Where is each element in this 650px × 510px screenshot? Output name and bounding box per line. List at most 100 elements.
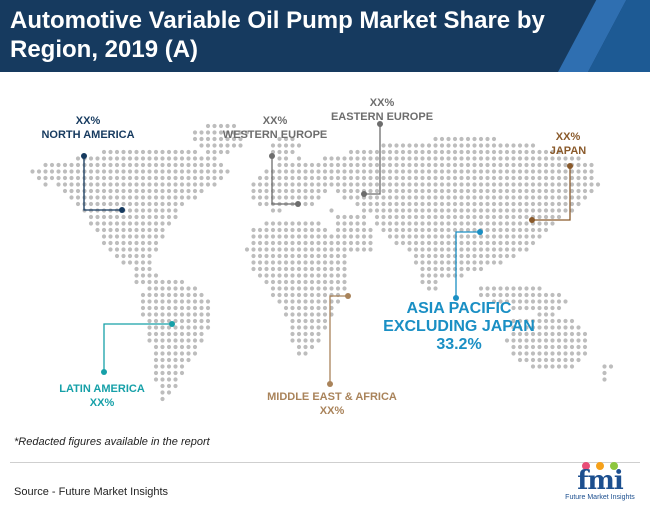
map-dot	[335, 234, 341, 239]
map-dot	[504, 227, 510, 233]
map-dot	[504, 299, 510, 304]
map-dot	[342, 156, 347, 161]
map-dot	[75, 169, 81, 174]
map-dot	[491, 240, 497, 246]
map-dot	[498, 162, 503, 168]
map-dot	[413, 195, 419, 200]
map-dot	[257, 266, 263, 272]
map-dot	[407, 188, 412, 194]
map-dot	[127, 234, 133, 239]
map-dot	[530, 234, 536, 239]
apac-value: 33.2%	[436, 336, 482, 353]
map-dot	[160, 351, 165, 356]
map-dot	[283, 136, 289, 142]
map-dot	[342, 279, 347, 285]
map-dot	[556, 325, 562, 330]
map-dot	[381, 169, 386, 174]
map-dot	[140, 162, 146, 168]
map-dot	[394, 240, 399, 246]
map-dot	[88, 221, 94, 226]
japan-leader-line	[532, 166, 571, 221]
map-dot	[524, 156, 529, 161]
map-dot	[465, 149, 471, 155]
map-dot	[485, 188, 490, 194]
map-dot	[556, 305, 562, 311]
map-dot	[342, 286, 347, 291]
map-dot	[550, 195, 555, 200]
map-dot	[348, 156, 354, 161]
map-dot	[75, 201, 81, 207]
map-dot	[43, 182, 48, 187]
map-dot	[303, 351, 308, 356]
map-dot	[465, 156, 471, 161]
map-dot	[342, 266, 347, 272]
map-dot	[309, 240, 315, 246]
map-dot	[160, 162, 165, 168]
map-dot	[459, 253, 464, 259]
map-dot	[433, 162, 438, 168]
map-dot	[101, 156, 107, 161]
map-dot	[290, 169, 295, 174]
map-dot	[381, 227, 386, 233]
map-dot	[283, 240, 289, 246]
map-dot	[264, 260, 269, 265]
map-dot	[140, 201, 146, 207]
map-dot	[465, 136, 471, 142]
logo-mark: fmi	[577, 466, 624, 496]
map-dot	[361, 247, 367, 252]
map-dot	[264, 279, 269, 285]
map-dot	[173, 195, 178, 200]
map-dot	[147, 175, 152, 181]
map-dot	[511, 253, 516, 259]
map-dot	[160, 208, 165, 213]
map-dot	[472, 156, 477, 161]
map-dot	[381, 175, 386, 181]
map-dot	[160, 175, 165, 181]
map-dot	[322, 188, 328, 194]
map-dot	[420, 162, 425, 168]
map-dot	[387, 227, 393, 233]
map-dot	[251, 182, 256, 187]
map-dot	[160, 383, 165, 389]
logo-dot	[582, 462, 590, 470]
map-dot	[283, 266, 289, 272]
map-dot	[485, 221, 490, 226]
map-dot	[95, 214, 100, 220]
map-dot	[569, 201, 575, 207]
map-dot	[108, 188, 113, 194]
map-dot	[199, 331, 204, 337]
map-dot	[517, 299, 523, 304]
map-dot	[153, 325, 159, 330]
map-dot	[251, 227, 256, 233]
map-dot	[511, 351, 516, 356]
map-dot	[121, 188, 126, 194]
map-dot	[134, 234, 139, 239]
map-dot	[329, 175, 334, 181]
map-dot	[322, 234, 328, 239]
map-dot	[517, 156, 523, 161]
map-dot	[543, 221, 549, 226]
map-dot	[296, 227, 302, 233]
map-dot	[504, 286, 510, 291]
map-dot	[114, 169, 120, 174]
map-dot	[290, 312, 295, 317]
map-dot	[478, 266, 484, 272]
map-dot	[530, 169, 536, 174]
map-dot	[290, 260, 295, 265]
map-dot	[153, 208, 159, 213]
map-dot	[127, 156, 133, 161]
map-dot	[160, 156, 165, 161]
map-dot	[374, 169, 380, 174]
map-dot	[465, 175, 471, 181]
map-dot	[121, 169, 126, 174]
map-dot	[231, 136, 237, 142]
map-dot	[426, 175, 432, 181]
map-dot	[459, 273, 464, 278]
map-dot	[108, 156, 113, 161]
map-dot	[270, 253, 276, 259]
map-dot	[251, 195, 256, 200]
map-dot	[556, 149, 562, 155]
map-dot	[153, 227, 159, 233]
map-dot	[127, 221, 133, 226]
map-dot	[465, 182, 471, 187]
